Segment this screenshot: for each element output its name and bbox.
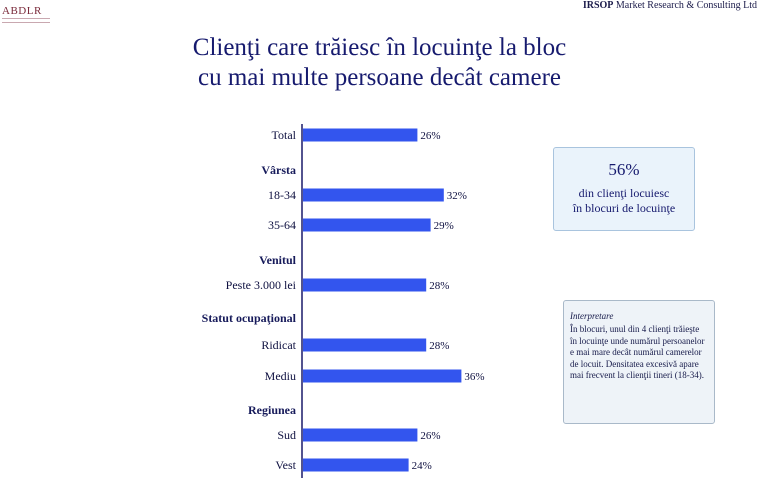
interpretation-box: Interpretare În blocuri, unul din 4 clie…: [563, 300, 715, 424]
data-label: 29%: [434, 220, 454, 232]
slide-title-line-2: cu mai multe persoane decât camere: [197, 64, 561, 91]
slide-title: Clienţi care trăiesc în locuinţe la bloc…: [0, 33, 759, 93]
bar: [303, 458, 409, 472]
data-label: 28%: [429, 340, 449, 352]
category-label: Total: [272, 128, 297, 142]
data-label: 24%: [412, 460, 432, 472]
bar: [303, 428, 418, 442]
highlight-line-2: în blocuri de locuinţe: [572, 201, 676, 215]
bar: [303, 128, 418, 142]
company-name-bold: IRSOP: [582, 0, 614, 11]
interpretation-text: În blocuri, unul din 4 clienţi trăieşte …: [570, 324, 705, 380]
highlight-text: din clienţi locuiesc în blocuri de locui…: [554, 186, 694, 216]
slide-title-line-1: Clienţi care trăiesc în locuinţe la bloc: [192, 34, 567, 61]
company-name: IRSOP Market Research & Consulting Ltd: [583, 0, 757, 11]
category-label: Mediu: [265, 369, 296, 383]
group-label: Statut ocupaţional: [202, 311, 297, 325]
group-label: Regiunea: [248, 403, 296, 417]
category-label: Peste 3.000 lei: [226, 278, 297, 292]
bar: [303, 188, 444, 202]
company-name-rest: Market Research & Consulting Ltd: [613, 0, 757, 11]
category-label: Vest: [275, 458, 296, 472]
interpretation-heading: Interpretare: [570, 311, 614, 321]
data-label: 26%: [420, 130, 440, 142]
logo-underline: [2, 18, 50, 23]
category-label: 35-64: [268, 218, 296, 232]
bar: [303, 278, 427, 292]
highlight-line-1: din clienţi locuiesc: [578, 186, 670, 200]
data-label: 28%: [429, 280, 449, 292]
logo-text: ABDLR: [2, 5, 42, 17]
bar: [303, 369, 462, 383]
category-label: 18-34: [268, 188, 296, 202]
bar: [303, 218, 431, 232]
highlight-value: 56%: [608, 160, 640, 179]
group-label: Venitul: [259, 253, 297, 267]
logo: ABDLR: [2, 1, 52, 23]
highlight-box: 56% din clienţi locuiesc în blocuri de l…: [553, 147, 695, 231]
data-label: 36%: [464, 371, 484, 383]
data-label: 26%: [420, 430, 440, 442]
category-label: Ridicat: [261, 338, 296, 352]
group-label: Vârsta: [261, 163, 296, 177]
bar: [303, 338, 427, 352]
data-label: 32%: [447, 190, 467, 202]
category-label: Sud: [277, 428, 296, 442]
